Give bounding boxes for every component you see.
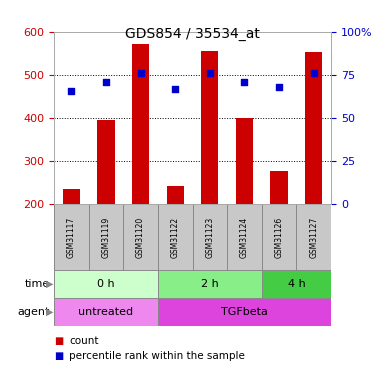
Text: ■: ■ bbox=[54, 351, 63, 361]
Point bbox=[207, 70, 213, 76]
Text: 2 h: 2 h bbox=[201, 279, 219, 289]
Point bbox=[103, 79, 109, 85]
Text: ■: ■ bbox=[54, 336, 63, 346]
FancyBboxPatch shape bbox=[54, 298, 158, 326]
Point bbox=[68, 87, 74, 93]
FancyBboxPatch shape bbox=[262, 270, 331, 298]
Point bbox=[241, 79, 248, 85]
Bar bbox=[305, 52, 323, 204]
Bar bbox=[97, 120, 115, 204]
Text: untreated: untreated bbox=[78, 307, 134, 317]
FancyBboxPatch shape bbox=[54, 270, 158, 298]
FancyBboxPatch shape bbox=[54, 204, 331, 270]
Text: count: count bbox=[69, 336, 99, 346]
Text: percentile rank within the sample: percentile rank within the sample bbox=[69, 351, 245, 361]
Bar bbox=[236, 118, 253, 204]
Bar bbox=[62, 189, 80, 204]
Text: GSM31119: GSM31119 bbox=[101, 217, 110, 258]
Text: 4 h: 4 h bbox=[288, 279, 305, 289]
Point bbox=[276, 84, 282, 90]
FancyBboxPatch shape bbox=[158, 298, 331, 326]
Text: GSM31127: GSM31127 bbox=[309, 217, 318, 258]
Bar bbox=[271, 171, 288, 204]
Text: GSM31124: GSM31124 bbox=[240, 217, 249, 258]
Text: GDS854 / 35534_at: GDS854 / 35534_at bbox=[125, 27, 260, 41]
Point bbox=[137, 70, 144, 76]
Text: GSM31126: GSM31126 bbox=[275, 217, 284, 258]
Text: GSM31120: GSM31120 bbox=[136, 217, 145, 258]
Bar bbox=[167, 186, 184, 204]
Text: agent: agent bbox=[18, 307, 50, 317]
Bar bbox=[132, 44, 149, 204]
Text: 0 h: 0 h bbox=[97, 279, 115, 289]
Point bbox=[172, 86, 178, 92]
FancyBboxPatch shape bbox=[158, 270, 262, 298]
Point bbox=[311, 70, 317, 76]
Text: ▶: ▶ bbox=[46, 279, 53, 289]
Text: GSM31122: GSM31122 bbox=[171, 217, 180, 258]
Text: GSM31117: GSM31117 bbox=[67, 217, 76, 258]
Text: GSM31123: GSM31123 bbox=[205, 217, 214, 258]
Text: TGFbeta: TGFbeta bbox=[221, 307, 268, 317]
Text: time: time bbox=[25, 279, 50, 289]
Bar bbox=[201, 51, 219, 204]
Text: ▶: ▶ bbox=[46, 307, 53, 317]
